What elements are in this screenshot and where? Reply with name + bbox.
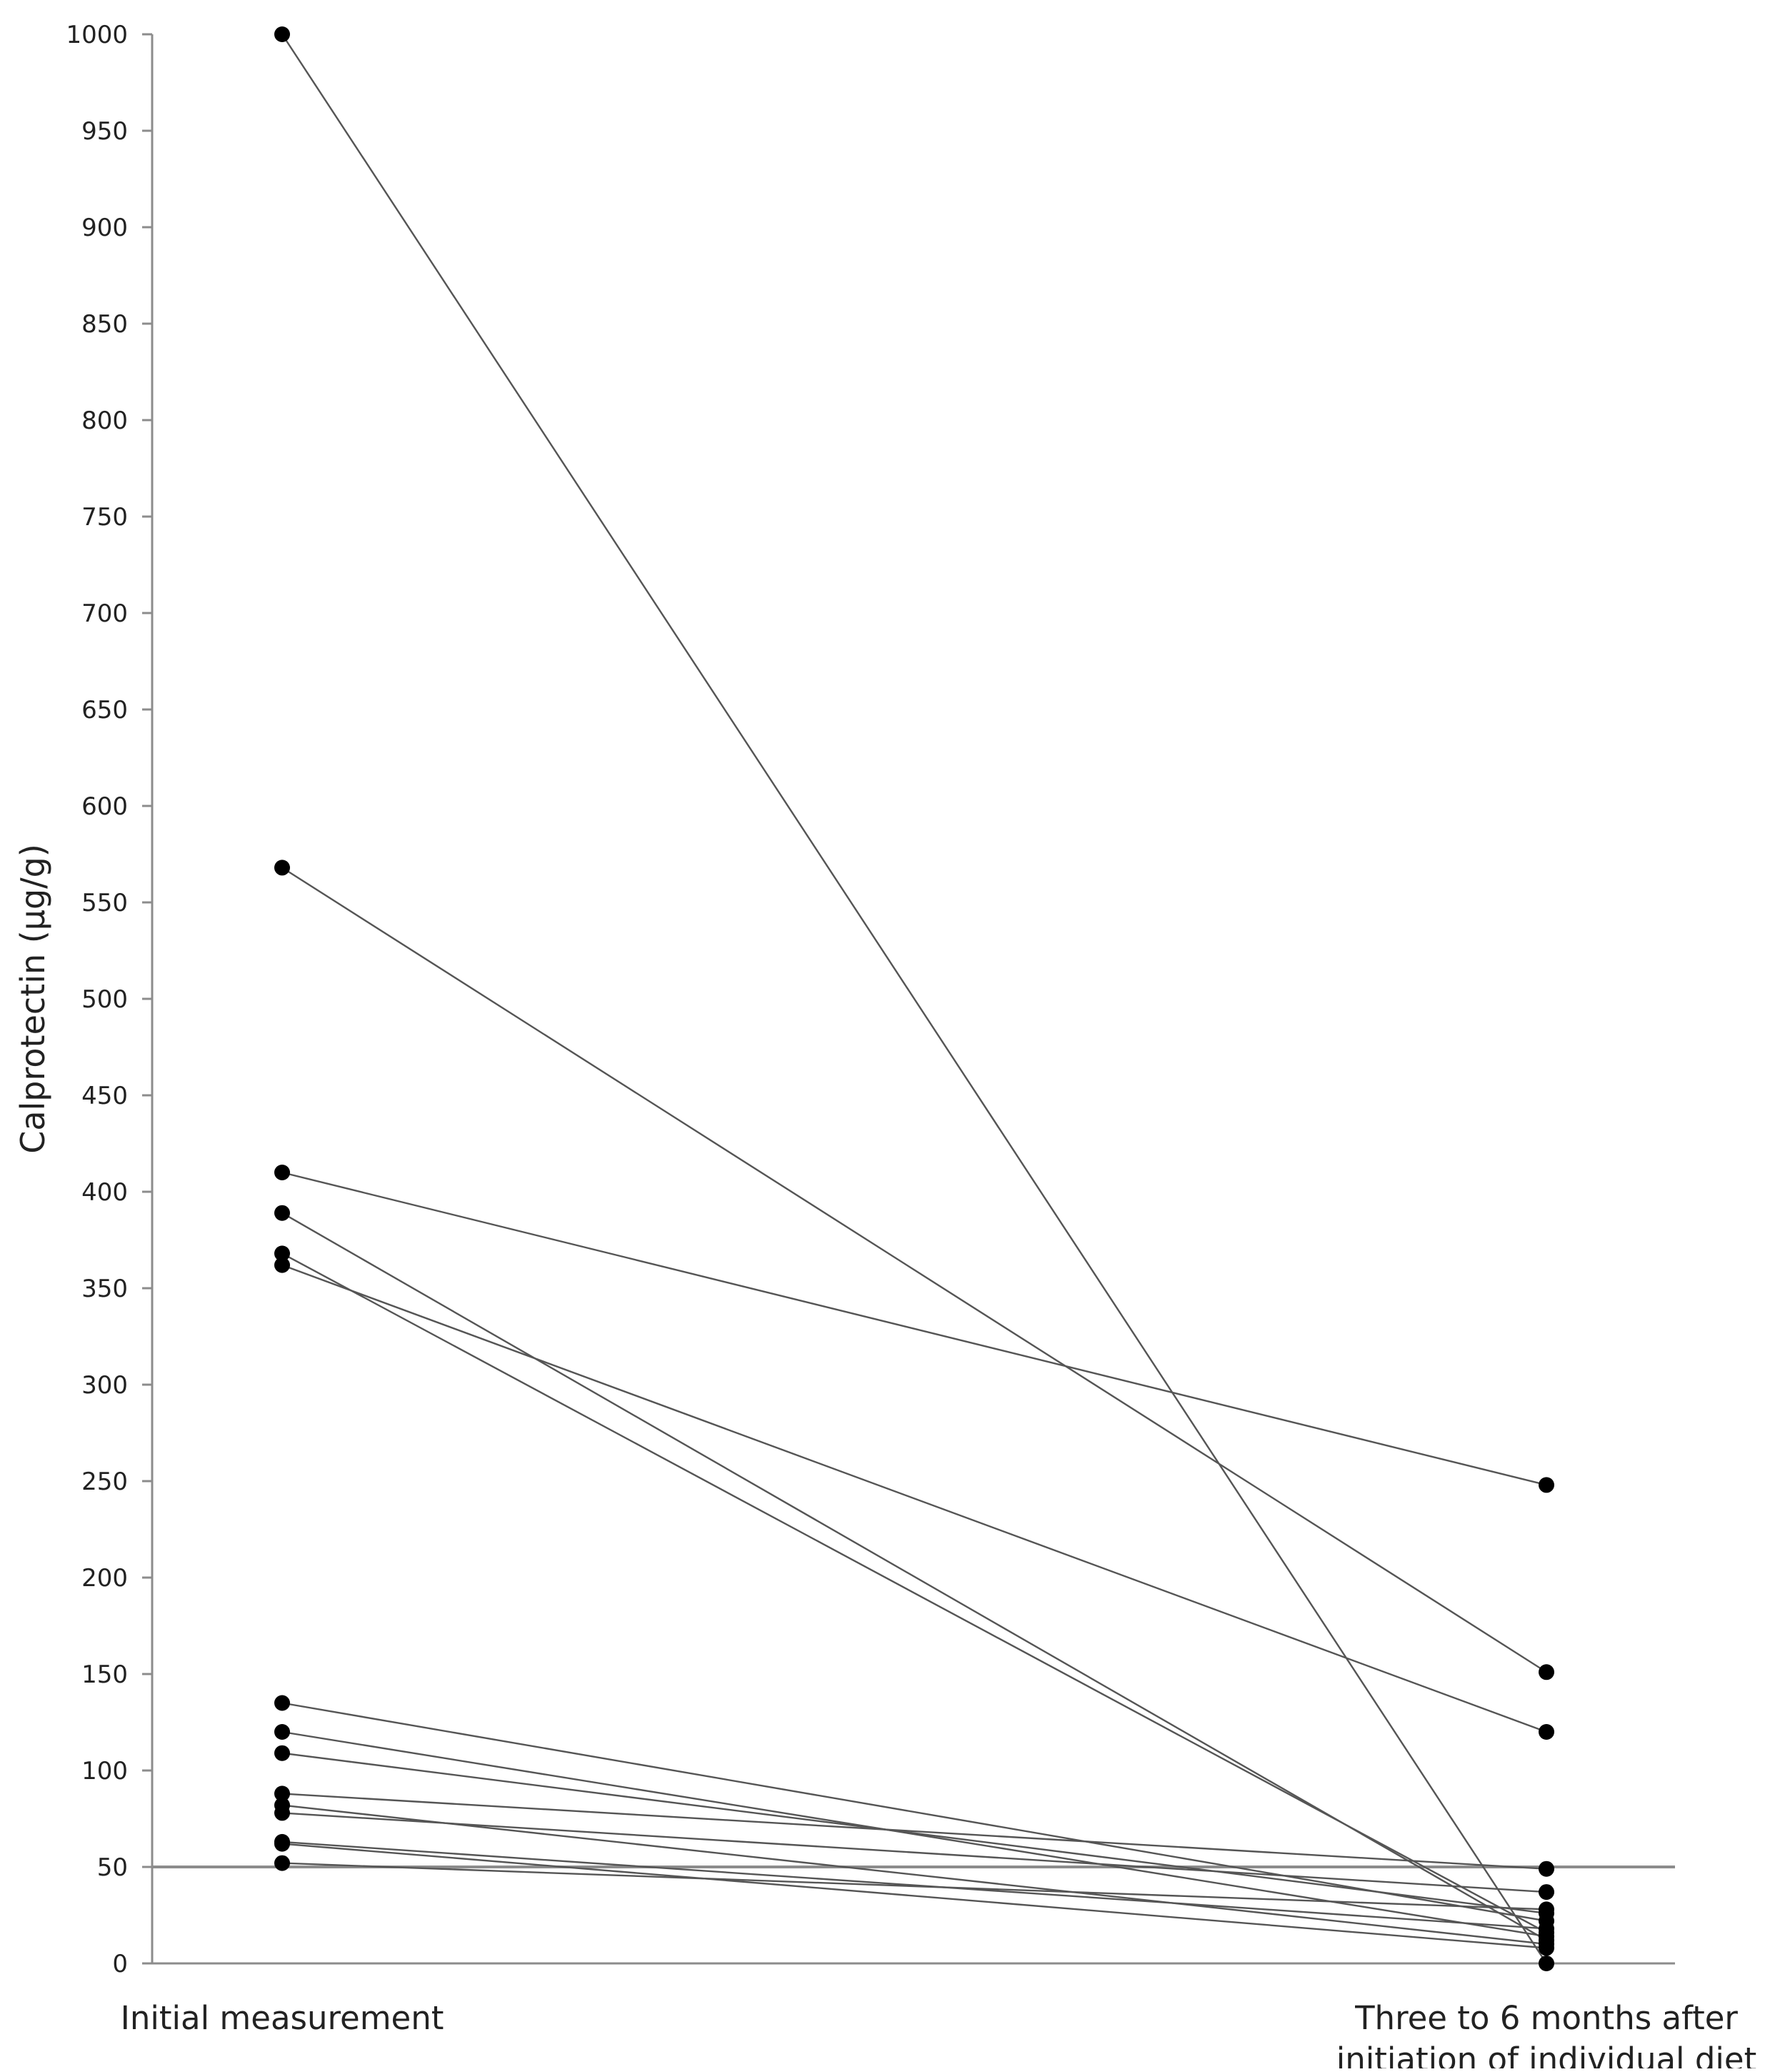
data-point <box>274 1165 290 1180</box>
series-line <box>281 1804 1547 1946</box>
data-point <box>1539 1956 1554 1971</box>
series-line <box>281 1252 1547 1933</box>
y-tick-label: 650 <box>81 696 128 724</box>
category-label-layer: Initial measurement Three to 6 months aft… <box>121 1999 1757 2072</box>
y-tick-label: 400 <box>81 1178 128 1207</box>
series-patient-2 <box>274 860 1554 1680</box>
series-layer <box>274 26 1554 1971</box>
x-category-label: Initial measurement <box>121 1999 444 2037</box>
series-line <box>281 1752 1547 1914</box>
series-line <box>281 1264 1547 1733</box>
data-point <box>274 1695 290 1711</box>
data-point <box>274 1785 290 1802</box>
y-tick-label: 600 <box>81 792 128 821</box>
series-line <box>281 1843 1547 1949</box>
data-point <box>274 1205 290 1221</box>
axis-layer: Calprotectin (μg/g) <box>14 34 1675 1965</box>
data-point <box>274 1745 290 1761</box>
series-patient-14 <box>274 1836 1554 1956</box>
series-patient-1 <box>274 26 1554 1971</box>
series-patient-3 <box>274 1165 1554 1493</box>
data-point <box>1539 1724 1554 1740</box>
y-tick-label: 200 <box>81 1564 128 1593</box>
series-line <box>281 1841 1547 1930</box>
y-tick-label: 750 <box>81 503 128 532</box>
data-point <box>274 1257 290 1273</box>
x-category-label: initiation of individual diet <box>1336 2041 1757 2068</box>
series-line <box>281 1702 1547 1922</box>
y-tick-label: 1000 <box>66 21 128 49</box>
y-tick-label: 550 <box>81 889 128 917</box>
series-patient-12 <box>274 1805 1554 1901</box>
data-point <box>274 1724 290 1740</box>
y-tick-label: 800 <box>81 407 128 435</box>
series-line <box>281 34 1548 1964</box>
series-line <box>281 1793 1547 1870</box>
y-tick-label: 850 <box>81 310 128 339</box>
series-line <box>281 1171 1547 1486</box>
y-tick-label: 700 <box>81 599 128 628</box>
y-tick-label: 500 <box>81 985 128 1014</box>
series-patient-6 <box>274 1257 1554 1740</box>
series-line <box>281 1812 1547 1893</box>
data-point <box>274 26 290 42</box>
data-point <box>274 1836 290 1852</box>
data-point <box>274 1805 290 1821</box>
data-point <box>1539 1664 1554 1680</box>
series-patient-15 <box>274 1855 1554 1918</box>
y-tick-layer: 0 50 100 150 200 250 300 350 400 450 500 550 600 650 7… <box>66 21 152 1978</box>
x-category-label: Three to 6 months after <box>1354 1999 1738 2037</box>
data-point <box>274 1855 290 1871</box>
y-tick-label: 350 <box>81 1275 128 1303</box>
y-tick-label: 50 <box>97 1853 128 1882</box>
data-point <box>274 1245 290 1262</box>
data-point <box>274 860 290 876</box>
y-tick-label: 450 <box>81 1082 128 1110</box>
y-tick-label: 150 <box>81 1660 128 1689</box>
y-tick-label: 950 <box>81 117 128 146</box>
series-patient-9 <box>274 1745 1554 1921</box>
data-point <box>1539 1861 1554 1877</box>
data-point <box>1539 1477 1554 1493</box>
series-line <box>281 867 1547 1673</box>
y-axis-title: Calprotectin (μg/g) <box>14 844 52 1154</box>
series-patient-10 <box>274 1785 1554 1877</box>
data-point <box>1539 1901 1554 1918</box>
data-point <box>1539 1921 1554 1937</box>
y-tick-label: 300 <box>81 1371 128 1400</box>
y-tick-label: 0 <box>112 1950 128 1978</box>
y-tick-label: 250 <box>81 1468 128 1496</box>
data-point <box>1539 1940 1554 1956</box>
y-tick-label: 100 <box>81 1757 128 1785</box>
y-tick-label: 900 <box>81 214 128 242</box>
data-point <box>1539 1884 1554 1901</box>
series-line <box>281 1862 1547 1911</box>
